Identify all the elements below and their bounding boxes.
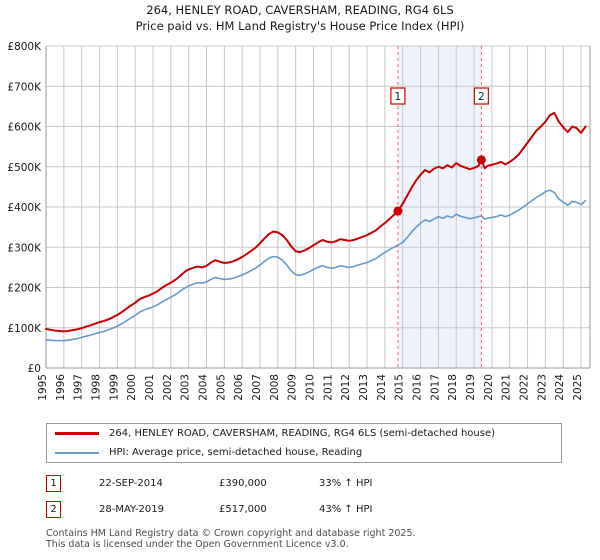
- price-history-chart: £0 £100K £200K £300K £400K £500K £600K £700K £80…: [7, 41, 591, 401]
- legend-item-hpi: HPI: Average price, semi-detached house,…: [47, 443, 561, 462]
- x-axis-tick-label: 2009: [287, 374, 299, 401]
- legend-label-hpi: HPI: Average price, semi-detached house,…: [109, 447, 363, 458]
- x-axis-tick-label: 2016: [412, 374, 424, 401]
- annotation-marker[interactable]: [476, 155, 486, 165]
- x-axis-tick-label: 2014: [376, 374, 388, 401]
- y-axis-tick-label: £800K: [7, 41, 42, 53]
- transaction-price-2: £517,000: [219, 503, 267, 515]
- x-axis-tick-label: 2021: [501, 374, 513, 401]
- series-line-hpi: [45, 189, 587, 342]
- x-axis-tick-label: 2022: [519, 374, 531, 401]
- y-axis-tick-label: £400K: [7, 202, 42, 214]
- page-title: 264, HENLEY ROAD, CAVERSHAM, READING, RG…: [146, 3, 454, 17]
- footer-line-2: This data is licensed under the Open Gov…: [46, 539, 349, 550]
- x-axis-tick-label: 2007: [251, 374, 263, 401]
- x-axis-tick-label: 2015: [394, 374, 406, 401]
- transactions-table: 1 22-SEP-2014 £390,000 33% ↑ HPI 2 28-MA…: [46, 470, 466, 522]
- y-axis-tick-label: £0: [28, 363, 41, 375]
- x-axis-tick-label: 2005: [215, 374, 227, 401]
- x-axis-tick-label: 2004: [198, 374, 210, 401]
- x-axis-tick-label: 1996: [55, 374, 67, 401]
- transaction-price-1: £390,000: [219, 477, 267, 489]
- annotation-label-box[interactable]: [390, 87, 406, 105]
- annotation-label-text: 2: [478, 91, 485, 103]
- y-axis-tick-label: £200K: [7, 283, 42, 295]
- x-axis-tick-label: 2002: [162, 374, 174, 401]
- y-axis-tick-label: £700K: [7, 81, 42, 93]
- x-axis-tick-label: 1995: [37, 374, 49, 401]
- page-subtitle: Price paid vs. HM Land Registry's House …: [135, 19, 465, 33]
- series-line-property: [45, 111, 587, 333]
- transaction-date-1: 22-SEP-2014: [99, 477, 163, 489]
- x-axis-tick-label: 2010: [305, 374, 317, 401]
- x-axis-tick-label: 2017: [429, 374, 441, 401]
- y-axis-tick-label: £100K: [7, 323, 42, 335]
- legend-swatch-hpi: [55, 451, 99, 454]
- legend-swatch-property: [55, 432, 99, 435]
- x-axis-tick-label: 2001: [144, 374, 156, 401]
- x-axis-tick-label: 2020: [483, 374, 495, 401]
- x-axis-tick-label: 1997: [73, 374, 85, 401]
- chart-legend: 264, HENLEY ROAD, CAVERSHAM, READING, RG…: [46, 423, 562, 463]
- x-axis-tick-label: 2006: [233, 374, 245, 401]
- x-axis-tick-label: 2013: [358, 374, 370, 401]
- footer-line-1: Contains HM Land Registry data © Crown c…: [46, 528, 416, 539]
- transaction-badge-2: 2: [46, 500, 61, 518]
- annotation-label-text: 1: [395, 91, 402, 103]
- transaction-badge-1: 1: [46, 474, 61, 492]
- x-axis-tick-label: 2011: [322, 374, 334, 401]
- y-axis-tick-label: £600K: [7, 122, 42, 134]
- x-axis-tick-label: 2019: [465, 374, 477, 401]
- transaction-date-2: 28-MAY-2019: [99, 503, 165, 515]
- x-axis-tick-label: 2012: [340, 374, 352, 401]
- table-row: 1 22-SEP-2014 £390,000 33% ↑ HPI: [46, 470, 466, 496]
- legend-label-property: 264, HENLEY ROAD, CAVERSHAM, READING, RG…: [109, 428, 496, 439]
- x-axis-tick-label: 1999: [108, 374, 120, 401]
- x-axis-tick-label: 2024: [554, 374, 566, 401]
- y-axis-tick-label: £500K: [7, 162, 42, 174]
- x-axis-tick-label: 2003: [180, 374, 192, 401]
- legend-item-property: 264, HENLEY ROAD, CAVERSHAM, READING, RG…: [47, 424, 561, 443]
- annotation-marker[interactable]: [393, 206, 403, 216]
- x-axis-tick-label: 2000: [126, 374, 138, 401]
- y-axis-tick-label: £300K: [7, 242, 42, 254]
- x-axis-tick-label: 2018: [447, 374, 459, 401]
- x-axis-tick-label: 2025: [572, 374, 584, 401]
- copyright-footer: Contains HM Land Registry data © Crown c…: [46, 528, 586, 550]
- transaction-hpi-1: 33% ↑ HPI: [319, 477, 373, 489]
- chart-title-block: 264, HENLEY ROAD, CAVERSHAM, READING, RG…: [0, 2, 600, 34]
- x-axis-tick-label: 2008: [269, 374, 281, 401]
- annotation-label-box[interactable]: [473, 87, 489, 105]
- table-row: 2 28-MAY-2019 £517,000 43% ↑ HPI: [46, 496, 466, 522]
- transaction-hpi-2: 43% ↑ HPI: [319, 503, 373, 515]
- x-axis-tick-label: 1998: [91, 374, 103, 401]
- x-axis-tick-label: 2023: [536, 374, 548, 401]
